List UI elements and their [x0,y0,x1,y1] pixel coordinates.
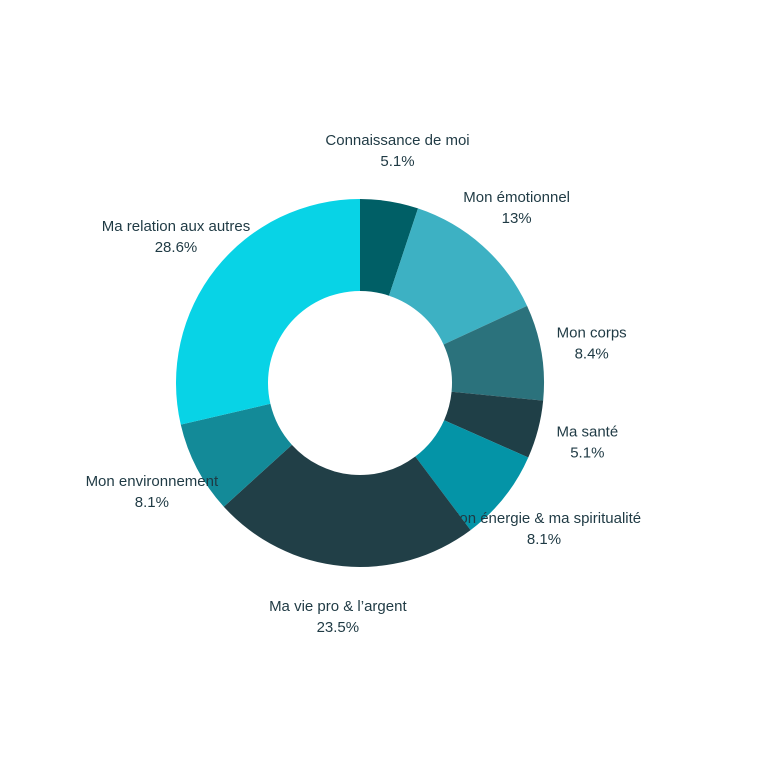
slice-value: 13% [502,210,532,227]
slice-5 [223,444,471,567]
slice-value: 5.1% [380,153,414,170]
slice-2 [443,305,545,401]
slice-label-4: Mon énergie & ma spiritualité 8.1% [447,510,641,548]
slice-label-7: Ma relation aux autres 28.6% [102,218,250,256]
slice-label-6: Mon environnement 8.1% [86,473,219,511]
slice-name: Mon environnement [86,473,219,490]
slice-value: 5.1% [570,445,604,462]
slice-name: Ma relation aux autres [102,218,250,235]
slice-name: Mon corps [557,325,627,342]
slice-name: Mon émotionnel [463,189,570,206]
slice-6 [180,403,292,507]
slice-value: 8.4% [575,346,609,363]
slice-name: Ma santé [556,424,618,441]
slice-value: 23.5% [317,619,360,636]
slice-value: 28.6% [155,239,198,256]
slice-value: 8.1% [135,494,169,511]
slice-label-5: Ma vie pro & l’argent 23.5% [269,598,407,636]
slice-label-0: Connaissance de moi 5.1% [325,132,469,170]
slice-4 [415,420,529,531]
slice-label-1: Mon émotionnel 13% [463,189,570,227]
slice-7 [176,199,360,425]
slice-3 [444,391,544,458]
slice-0 [360,199,419,296]
slice-value: 8.1% [527,531,561,548]
slice-name: Mon énergie & ma spiritualité [447,510,641,527]
slice-label-2: Mon corps 8.4% [557,325,627,363]
slice-name: Ma vie pro & l’argent [269,598,407,615]
slice-1 [389,208,528,345]
slice-name: Connaissance de moi [325,132,469,149]
slice-label-3: Ma santé 5.1% [556,424,618,462]
